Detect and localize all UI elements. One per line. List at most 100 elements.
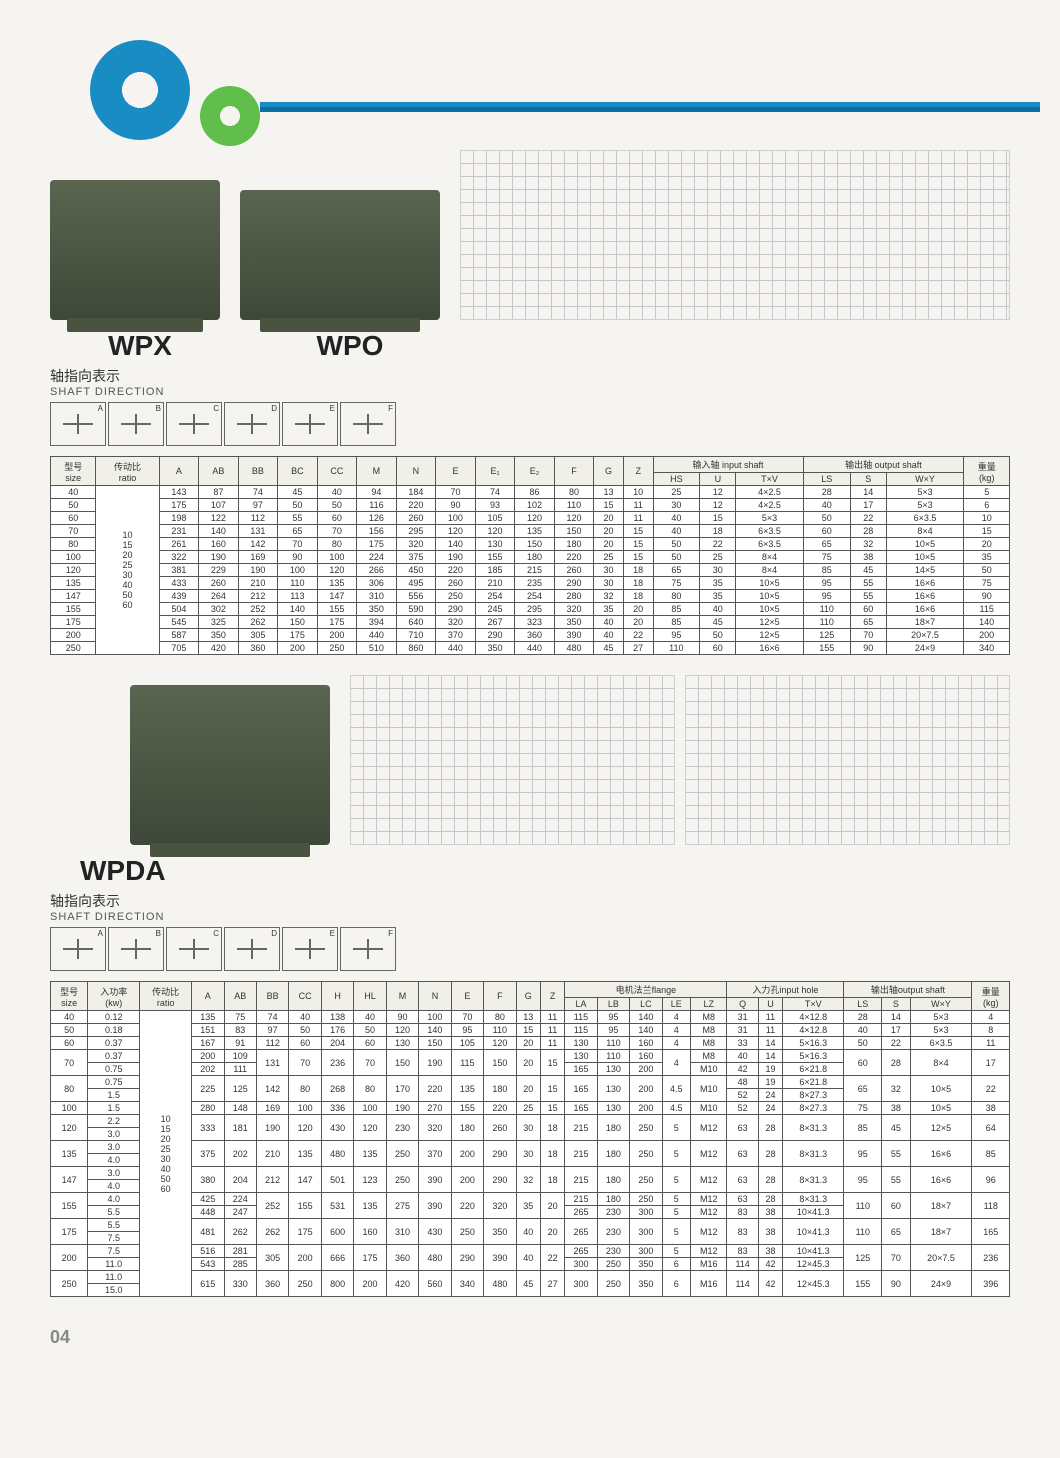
table-row: 1202.23331811901204301202303201802603018… xyxy=(51,1115,1010,1128)
th-group-flange: 电机法兰flange xyxy=(565,982,727,998)
table-row: 800.752251251428026880170220135180201516… xyxy=(51,1076,1010,1089)
gear-icon-green xyxy=(200,86,260,146)
th: 重量(kg) xyxy=(964,457,1010,486)
product-image-wpx xyxy=(50,180,220,320)
model-label-wpx: WPX xyxy=(50,330,230,362)
th: T×V xyxy=(736,473,803,486)
shaft-direction-box: A xyxy=(50,402,106,446)
shaft-direction-box: F xyxy=(340,402,396,446)
th-group-input: 入力孔input hole xyxy=(727,982,844,998)
shaft-direction-box: A xyxy=(50,927,106,971)
th: AB xyxy=(199,457,239,486)
model-label-wpo: WPO xyxy=(250,330,450,362)
shaft-direction-en: SHAFT DIRECTION xyxy=(50,386,1010,398)
table-row: 2507054203602002505108604403504404804527… xyxy=(51,642,1010,655)
model-label-wpda: WPDA xyxy=(80,855,1010,887)
th: T×V xyxy=(783,998,844,1011)
section-wpda: WPDA 轴指向表示 SHAFT DIRECTION ABCDEF 型号size… xyxy=(50,675,1010,1297)
table-row: 1555043022521401553505902902452953203520… xyxy=(51,603,1010,616)
table-row: 1001.52801481691003361001902701552202515… xyxy=(51,1102,1010,1115)
th: LS xyxy=(803,473,851,486)
th-group-output: 输出轴 output shaft xyxy=(803,457,964,473)
shaft-direction-box: B xyxy=(108,927,164,971)
th: HL xyxy=(354,982,386,1011)
th: LS xyxy=(844,998,882,1011)
product-image-wpda xyxy=(130,685,330,845)
table-row: 600.371679111260204601301501051202011130… xyxy=(51,1037,1010,1050)
th: E₁ xyxy=(475,457,515,486)
shaft-direction-cn-2: 轴指向表示 xyxy=(50,891,1010,911)
header-decoration xyxy=(50,30,1010,140)
th: N xyxy=(396,457,436,486)
th: 型号size xyxy=(51,457,96,486)
th: LE xyxy=(662,998,690,1011)
table-row: 8026116014270801753201401301501802015502… xyxy=(51,538,1010,551)
technical-diagram-2a xyxy=(350,675,675,845)
table-row: 6019812211255601262601001051201202011401… xyxy=(51,512,1010,525)
th: 传动比ratio xyxy=(96,457,159,486)
section-wpx-wpo: WPX WPO 轴指向表示 SHAFT DIRECTION ABCDEF 型号s… xyxy=(50,150,1010,655)
table-row: 1554.04252242521555311352753902203203520… xyxy=(51,1193,1010,1206)
table-row: 700.372001091317023670150190115150201513… xyxy=(51,1050,1010,1063)
th: 重量(kg) xyxy=(972,982,1010,1011)
shaft-direction-box: D xyxy=(224,402,280,446)
th: AB xyxy=(224,982,256,1011)
technical-diagram-1 xyxy=(460,150,1010,320)
th: S xyxy=(851,473,887,486)
th: F xyxy=(554,457,594,486)
th: 传动比ratio xyxy=(140,982,192,1011)
th: W×Y xyxy=(886,473,964,486)
th: U xyxy=(700,473,736,486)
th: U xyxy=(758,998,782,1011)
shaft-direction-cn: 轴指向表示 xyxy=(50,366,1010,386)
shaft-direction-en-2: SHAFT DIRECTION xyxy=(50,911,1010,923)
th: M xyxy=(357,457,397,486)
th: F xyxy=(484,982,516,1011)
th: W×Y xyxy=(910,998,972,1011)
th: LC xyxy=(630,998,662,1011)
table-row: 500.181518397501765012014095110151111595… xyxy=(51,1024,1010,1037)
th: HS xyxy=(653,473,700,486)
th: Z xyxy=(540,982,564,1011)
shaft-direction-icons: ABCDEF xyxy=(50,402,1010,446)
th: CC xyxy=(289,982,321,1011)
table-row: 1474392642121131473105562502542542803218… xyxy=(51,590,1010,603)
table-row: 1755.54812622621756001603104302503504020… xyxy=(51,1219,1010,1232)
th: E₂ xyxy=(515,457,555,486)
product-image-wpo xyxy=(240,190,440,320)
th: Q xyxy=(727,998,758,1011)
table-row: 1203812291901001202664502201852152603018… xyxy=(51,564,1010,577)
th: S xyxy=(882,998,910,1011)
spec-table-1: 型号size传动比ratioAABBBBCCCMNEE₁E₂FGZ输入轴 inp… xyxy=(50,456,1010,655)
table-row: 2007.55162813052006661753604802903904022… xyxy=(51,1245,1010,1258)
table-row: 1353.03752022101354801352503702002903018… xyxy=(51,1141,1010,1154)
th: Z xyxy=(623,457,653,486)
shaft-direction-box: F xyxy=(340,927,396,971)
table-row: 1473.03802042121475011232503902002903218… xyxy=(51,1167,1010,1180)
table-row: 1003221901699010022437519015518022025155… xyxy=(51,551,1010,564)
table-row: 501751079750501162209093102110151130124×… xyxy=(51,499,1010,512)
th: E xyxy=(436,457,476,486)
shaft-direction-box: B xyxy=(108,402,164,446)
table-row: 1354332602101101353064952602102352903018… xyxy=(51,577,1010,590)
page-number: 04 xyxy=(50,1327,1010,1348)
th: BC xyxy=(278,457,318,486)
th: H xyxy=(321,982,353,1011)
th: LZ xyxy=(690,998,726,1011)
table-row: 2005873503051752004407103702903603904022… xyxy=(51,629,1010,642)
th: 型号size xyxy=(51,982,88,1011)
table-row: 25011.0615330360250800200420560340480452… xyxy=(51,1271,1010,1284)
table-row: 7023114013165701562951201201351502015401… xyxy=(51,525,1010,538)
technical-diagram-2b xyxy=(685,675,1010,845)
shaft-direction-box: E xyxy=(282,402,338,446)
spec-table-2: 型号size入功率(kw)传动比ratioAABBBCCHHLMNEFGZ电机法… xyxy=(50,981,1010,1297)
th-group-input: 输入轴 input shaft xyxy=(653,457,803,473)
gear-icon-blue xyxy=(90,40,190,140)
shaft-direction-icons-2: ABCDEF xyxy=(50,927,1010,971)
th: 入功率(kw) xyxy=(88,982,140,1011)
th: BB xyxy=(256,982,288,1011)
table-row: 4010152025304050601438774454094184707486… xyxy=(51,486,1010,499)
th: N xyxy=(419,982,451,1011)
table-row: 1755453252621501753946403202673233504020… xyxy=(51,616,1010,629)
th: BB xyxy=(238,457,278,486)
